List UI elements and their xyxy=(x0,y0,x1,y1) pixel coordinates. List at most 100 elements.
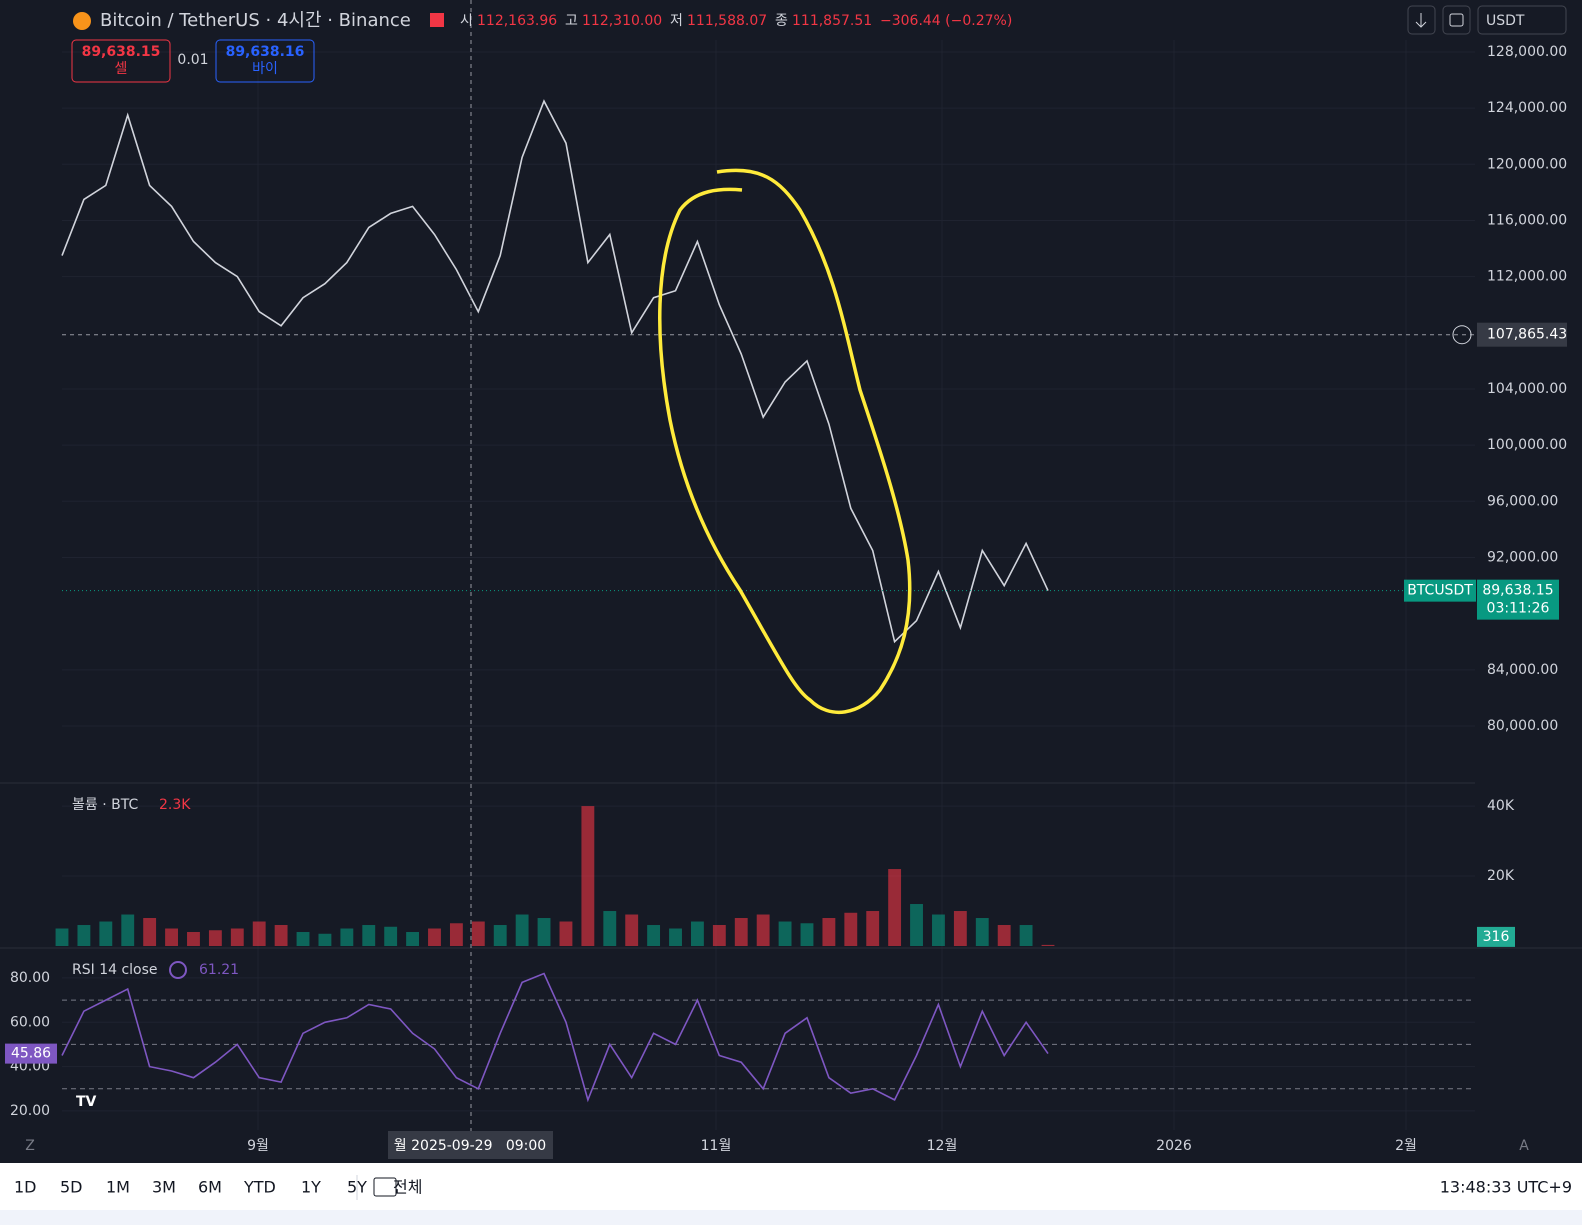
volume-bar xyxy=(800,923,814,946)
range-buttons: 1D 5D 1M 3M 6M YTD 1Y 5Y 전체 xyxy=(14,1178,422,1197)
refresh-button[interactable] xyxy=(1442,5,1471,35)
volume-bar xyxy=(690,921,704,946)
ohlc-label: 저 xyxy=(670,13,683,29)
volume-bar xyxy=(318,933,332,946)
volume-bar xyxy=(734,918,748,946)
time-label: 2026 xyxy=(1156,1138,1192,1154)
y-tick-label: 120,000.00 xyxy=(1487,156,1567,172)
ohlc-label: 시 xyxy=(460,13,473,29)
range-button[interactable]: 6M xyxy=(198,1178,222,1197)
volume-bar xyxy=(384,926,398,946)
rsi-last-value: 45.86 xyxy=(11,1046,51,1062)
volume-bar xyxy=(187,932,200,946)
range-button[interactable]: 5D xyxy=(60,1178,83,1197)
volume-bar xyxy=(252,921,266,946)
volume-bar xyxy=(537,918,551,946)
buy-price: 89,638.16 xyxy=(226,44,305,60)
download-icon xyxy=(1415,13,1427,28)
range-button[interactable]: 전체 xyxy=(393,1178,422,1197)
rsi-last-box xyxy=(5,1043,57,1064)
rsi-line xyxy=(61,972,1049,1103)
toolbar-bottom-strip xyxy=(0,1210,1582,1225)
volume-bar xyxy=(625,914,639,946)
volume-bar xyxy=(844,912,858,946)
volume-bar xyxy=(1019,925,1033,946)
date-range-button[interactable] xyxy=(373,1177,397,1197)
volume-bar xyxy=(997,925,1011,946)
range-button[interactable]: 1D xyxy=(14,1178,37,1197)
ohlc-value: 111,857.51 xyxy=(792,13,872,29)
volume-bar xyxy=(953,911,967,946)
volume-bar xyxy=(340,928,354,946)
y-tick-label: 80.00 xyxy=(10,970,50,986)
volume-bar xyxy=(975,918,989,946)
plots: BTCUSDT 89,638.15 03:11:26 107,865.43 316 45.… xyxy=(5,99,1567,1103)
crosshair-time-box xyxy=(388,1131,553,1159)
volume-bar xyxy=(362,925,376,946)
symbol-icon xyxy=(73,12,91,30)
range-button[interactable]: 1M xyxy=(106,1178,130,1197)
volume-bar xyxy=(888,869,902,946)
crosshair-price-box xyxy=(1477,322,1567,347)
y-tick-label: 104,000.00 xyxy=(1487,381,1567,397)
volume-bar xyxy=(559,921,573,946)
volume-bar xyxy=(428,928,441,946)
sell-label: 셀 xyxy=(115,61,128,77)
y-tick-label: 20K xyxy=(1487,868,1515,884)
ohlc-label: 고 xyxy=(565,13,578,29)
symbol-tag: BTCUSDT xyxy=(1407,583,1473,599)
range-button[interactable]: 3M xyxy=(152,1178,176,1197)
y-tick-label: 60.00 xyxy=(10,1014,50,1030)
hand-drawn-annotation xyxy=(658,168,912,715)
y-tick-label: 112,000.00 xyxy=(1487,269,1567,285)
volume-bar xyxy=(603,911,617,946)
volume-bar xyxy=(932,914,945,946)
chart-background xyxy=(0,0,1582,1163)
logo: TV xyxy=(76,1094,97,1110)
symbol-title: Bitcoin / TetherUS · 4시간 · Binance xyxy=(100,10,411,31)
range-button[interactable]: 1Y xyxy=(301,1178,321,1197)
y-tick-label: 20.00 xyxy=(10,1103,50,1119)
refresh-icon xyxy=(1449,13,1464,27)
y-tick-label: 128,000.00 xyxy=(1487,44,1567,60)
buy-button[interactable] xyxy=(215,39,315,83)
volume-last-box xyxy=(1477,926,1515,947)
ohlc-value: 111,588.07 xyxy=(687,13,767,29)
volume-bar xyxy=(1041,944,1055,946)
volume-bar xyxy=(406,932,420,946)
rsi-legend: RSI 14 close xyxy=(72,962,158,978)
flag-icon xyxy=(430,13,444,27)
ohlc: 시 112,163.96 고 112,310.00 저 111,588.07 종 111,85… xyxy=(460,13,872,29)
buy-label: 바이 xyxy=(252,61,278,77)
volume-bar xyxy=(143,918,157,946)
volume-bar xyxy=(165,928,178,946)
ohlc-value: 112,310.00 xyxy=(582,13,662,29)
volume-bar xyxy=(121,914,135,946)
volume-bar xyxy=(296,932,310,946)
volume-bar xyxy=(669,928,682,946)
rsi-icon xyxy=(169,961,187,979)
axis-auto: A xyxy=(1519,1138,1529,1154)
last-price-box xyxy=(1477,579,1559,620)
crosshair-price: 107,865.43 xyxy=(1487,327,1567,343)
volume-bar xyxy=(77,925,91,946)
price-line xyxy=(61,99,1049,644)
volume-bar xyxy=(778,921,792,946)
volume-bar xyxy=(822,918,836,946)
countdown: 03:11:26 xyxy=(1487,601,1550,617)
download-button[interactable] xyxy=(1407,5,1436,35)
range-button[interactable]: YTD xyxy=(243,1178,276,1197)
volume-legend-value: 2.3K xyxy=(159,797,191,813)
ohlc-value: 112,163.96 xyxy=(477,13,557,29)
volume-bar xyxy=(515,914,529,946)
volume-bar xyxy=(910,904,923,946)
add-alert-button[interactable] xyxy=(1452,325,1472,345)
volume-bar xyxy=(493,925,507,946)
volume-bar xyxy=(230,928,244,946)
sell-button[interactable] xyxy=(71,39,171,83)
currency-select[interactable] xyxy=(1477,5,1567,35)
rsi-legend-value: 61.21 xyxy=(199,962,239,978)
grid: 128,000.00 124,000.00 120,000.00 116,000.00… xyxy=(10,40,1567,1130)
volume-bar xyxy=(208,930,222,946)
